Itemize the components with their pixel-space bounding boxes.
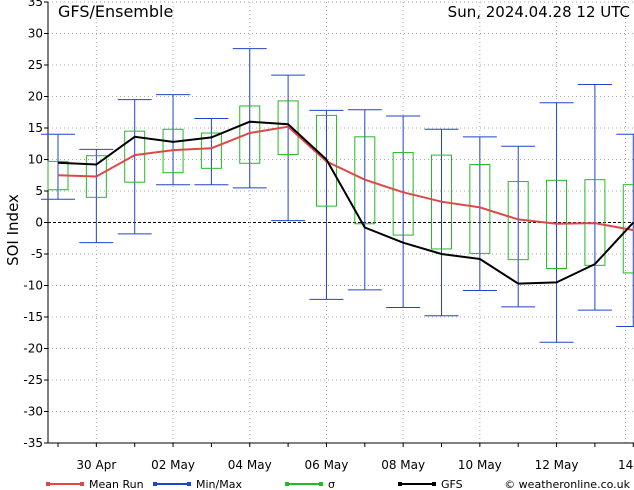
y-tick-label: -30 [23, 405, 43, 419]
minmax-whisker [539, 102, 574, 343]
sigma-box [469, 164, 491, 254]
series [41, 48, 634, 343]
legend-label-sigma: σ [328, 478, 335, 490]
gfs-line [57, 120, 634, 285]
chart-title: GFS/Ensemble [58, 2, 173, 21]
y-tick-label: -35 [23, 436, 43, 450]
minmax-whisker [347, 109, 382, 291]
mean-run-line [57, 125, 634, 232]
sigma-box [315, 114, 337, 207]
y-tick-label: 10 [28, 153, 43, 167]
minmax-whisker [577, 84, 612, 311]
legend-label-mean_run: Mean Run [89, 478, 144, 490]
y-tick-label: 30 [28, 27, 43, 41]
legend-label-gfs: GFS [441, 478, 463, 490]
x-tick-label: 12 May [535, 458, 579, 472]
x-tick-label: 06 May [304, 458, 348, 472]
legend-marker-left [46, 482, 50, 486]
minmax-whisker [309, 109, 344, 300]
y-tick-label: 5 [35, 184, 43, 198]
axes: -35 -30 -25 -20 -15 -10 -5 0 5 10 15 20 25 30 35 30 Apr… [23, 0, 634, 472]
y-tick-label: -20 [23, 342, 43, 356]
x-tick-label: 02 May [151, 458, 195, 472]
y-tick-label: -10 [23, 279, 43, 293]
minmax-whisker [386, 115, 421, 309]
legend-marker-right [432, 482, 436, 486]
y-tick-label: -15 [23, 310, 43, 324]
x-tick-label: 04 May [228, 458, 272, 472]
y-tick-label: 20 [28, 90, 43, 104]
minmax-whisker [156, 94, 191, 186]
minmax-whisker [117, 99, 152, 235]
y-tick-label: 35 [28, 0, 43, 9]
legend-marker-right [80, 482, 84, 486]
y-axis-label: SOI Index [4, 194, 22, 266]
minmax-whisker [41, 133, 75, 200]
legend-marker-right [319, 482, 323, 486]
legend-marker-left [285, 482, 289, 486]
sigma-box [124, 130, 146, 183]
x-tick-label: 08 May [381, 458, 425, 472]
legend-label-minmax: Min/Max [196, 478, 242, 490]
sigma-box [200, 132, 222, 169]
minmax-whisker [271, 74, 306, 222]
minmax-whisker [501, 145, 536, 308]
sigma-box [239, 105, 261, 164]
credit-text: © weatheronline.co.uk [504, 478, 630, 490]
x-tick-label: 14 [618, 458, 633, 472]
run-timestamp: Sun, 2024.04.28 12 UTC [448, 3, 630, 21]
minmax-whisker [232, 48, 267, 189]
legend: Mean Run Min/Max σ GFS [46, 478, 463, 490]
y-tick-label: 25 [28, 58, 43, 72]
y-tick-label: 15 [28, 121, 43, 135]
sigma-box [431, 154, 452, 250]
legend-marker-left [398, 482, 402, 486]
x-tick-label: 10 May [458, 458, 502, 472]
x-tick-label: 30 Apr [76, 458, 116, 472]
sigma-box [354, 136, 376, 225]
minmax-whisker [462, 136, 497, 292]
legend-marker-right [187, 482, 191, 486]
y-tick-label: -25 [23, 373, 43, 387]
y-tick-label: 0 [35, 216, 43, 230]
minmax-whisker [616, 133, 634, 327]
legend-marker-left [153, 482, 157, 486]
y-tick-label: -5 [31, 247, 43, 261]
minmax-whisker [424, 128, 459, 317]
minmax-whisker [194, 118, 229, 186]
